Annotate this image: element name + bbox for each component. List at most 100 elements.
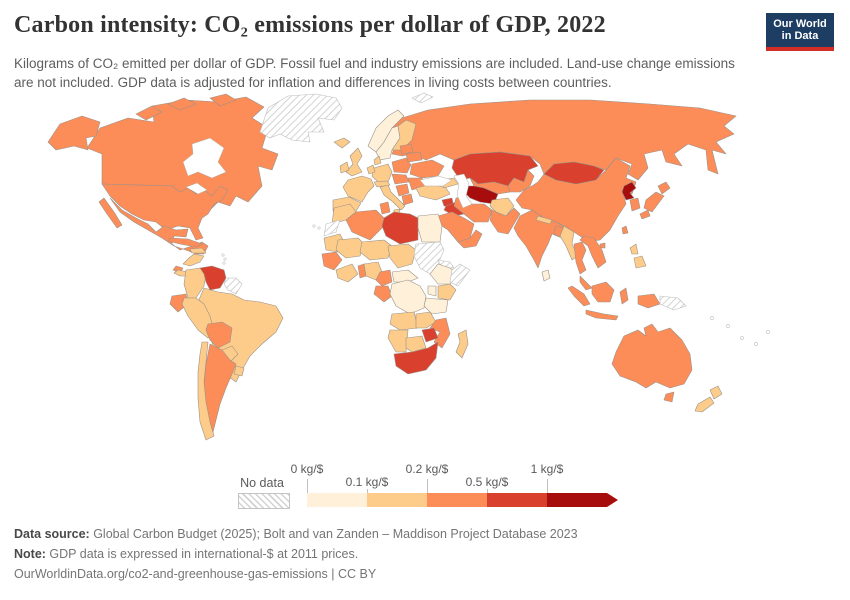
country-iraq[interactable] [443, 201, 465, 217]
owid-logo-box: Our World in Data [766, 13, 834, 47]
country-indonesia-west-papua[interactable] [637, 293, 661, 309]
legend-bin-0[interactable] [307, 493, 367, 507]
country-pakistan[interactable] [489, 207, 521, 235]
country-ivory-coast-ghana[interactable] [335, 263, 359, 283]
country-yemen-oman[interactable] [457, 229, 483, 249]
country-balkans[interactable] [395, 183, 410, 197]
country-mexico-baja[interactable] [98, 197, 123, 229]
country-united-kingdom[interactable] [345, 147, 363, 177]
country-north-korea[interactable] [621, 181, 637, 201]
country-egypt[interactable] [417, 213, 443, 243]
country-zambia[interactable] [415, 311, 437, 329]
country-cuba[interactable] [167, 237, 203, 248]
country-malaysia[interactable] [579, 275, 593, 291]
country-kenya[interactable] [437, 283, 457, 301]
country-senegal-guinea[interactable] [321, 251, 343, 271]
country-sri-lanka[interactable] [541, 269, 551, 282]
country-ireland[interactable] [339, 161, 350, 174]
country-uganda[interactable] [427, 285, 437, 297]
country-poland[interactable] [391, 157, 412, 174]
country-denmark[interactable] [373, 155, 382, 166]
country-svalbard[interactable] [411, 92, 434, 104]
country-canada-arctic[interactable] [167, 97, 197, 111]
country-kyrgyzstan-tajikistan[interactable] [507, 169, 535, 193]
country-nepal[interactable] [535, 215, 553, 225]
data-source-line: Data source: Global Carbon Budget (2025)… [14, 524, 578, 544]
country-guatemala-nicaragua[interactable] [182, 253, 205, 267]
country-thailand[interactable] [573, 241, 587, 275]
country-niger[interactable] [359, 239, 393, 261]
country-czech-hungary[interactable] [391, 173, 410, 185]
country-venezuela[interactable] [199, 265, 227, 291]
legend-bin-3[interactable] [487, 493, 547, 507]
note-line: Note: GDP data is expressed in internati… [14, 544, 578, 564]
country-philippines-mindanao[interactable] [633, 255, 647, 269]
country-baltics[interactable] [399, 143, 414, 155]
country-benelux[interactable] [366, 164, 376, 175]
country-australia[interactable] [611, 323, 693, 389]
country-greenland[interactable] [259, 93, 343, 143]
country-central-african-republic[interactable] [391, 269, 419, 283]
legend-bin-4[interactable] [547, 493, 607, 507]
country-dr-congo[interactable] [389, 279, 427, 315]
country-hispaniola[interactable] [189, 247, 207, 254]
country-united-states[interactable] [101, 183, 229, 241]
country-indonesia-borneo[interactable] [591, 281, 615, 303]
country-india[interactable] [513, 209, 567, 269]
country-bolivia[interactable] [205, 321, 233, 349]
country-indonesia-sumatra[interactable] [567, 285, 591, 307]
country-canada-arctic[interactable] [135, 105, 163, 121]
country-cameroon[interactable] [375, 269, 393, 287]
country-iceland[interactable] [333, 137, 351, 149]
legend-color-bar[interactable] [307, 493, 607, 507]
country-indonesia-sulawesi[interactable] [619, 287, 629, 305]
country-mongolia[interactable] [543, 161, 605, 185]
country-new-zealand-north[interactable] [709, 385, 723, 400]
owid-logo[interactable]: Our World in Data [766, 13, 834, 53]
country-philippines-luzon[interactable] [629, 243, 639, 255]
country-australia-tasmania[interactable] [663, 391, 675, 403]
country-tanzania[interactable] [423, 297, 449, 315]
country-hainan[interactable] [599, 242, 606, 249]
canonical-url[interactable]: OurWorldinData.org/co2-and-greenhouse-ga… [14, 567, 377, 581]
country-western-sahara[interactable] [323, 219, 341, 237]
country-switzerland-austria[interactable] [373, 180, 391, 188]
country-mali[interactable] [335, 237, 365, 259]
country-myanmar[interactable] [559, 225, 579, 261]
country-angola[interactable] [389, 311, 419, 331]
country-japan-kyushu[interactable] [639, 209, 651, 220]
pacific-island [710, 316, 714, 320]
country-somalia[interactable] [449, 263, 471, 287]
country-france[interactable] [342, 175, 375, 203]
note-label: Note: [14, 547, 46, 561]
legend-bin-2[interactable] [427, 493, 487, 507]
country-south-korea[interactable] [629, 197, 641, 212]
country-taiwan[interactable] [621, 225, 629, 235]
country-indonesia-java[interactable] [585, 309, 619, 321]
country-namibia[interactable] [387, 329, 409, 353]
country-tunisia[interactable] [379, 201, 391, 215]
country-chile[interactable] [197, 341, 215, 441]
legend-bin-1[interactable] [367, 493, 427, 507]
country-italy[interactable] [379, 184, 406, 211]
country-greece[interactable] [401, 193, 414, 206]
country-gabon-congo[interactable] [373, 285, 393, 303]
country-libya[interactable] [381, 211, 419, 245]
country-belarus[interactable] [405, 151, 423, 163]
country-new-zealand-south[interactable] [694, 396, 715, 413]
country-japan-hokkaido[interactable] [657, 181, 671, 195]
country-vietnam-laos[interactable] [579, 235, 607, 269]
country-zimbabwe[interactable] [421, 327, 439, 343]
country-chad[interactable] [387, 243, 417, 269]
country-guyanas[interactable] [223, 277, 243, 295]
country-germany[interactable] [371, 163, 393, 183]
country-alaska[interactable] [47, 115, 101, 151]
country-madagascar[interactable] [455, 329, 469, 359]
country-papua-new-guinea[interactable] [659, 295, 687, 311]
country-canada-arctic[interactable] [209, 93, 237, 107]
country-ukraine[interactable] [409, 159, 445, 179]
country-japan-honshu[interactable] [643, 191, 665, 213]
country-uruguay[interactable] [233, 365, 245, 377]
legend-open-ended-arrow [607, 493, 618, 507]
country-south-africa[interactable] [393, 341, 439, 375]
